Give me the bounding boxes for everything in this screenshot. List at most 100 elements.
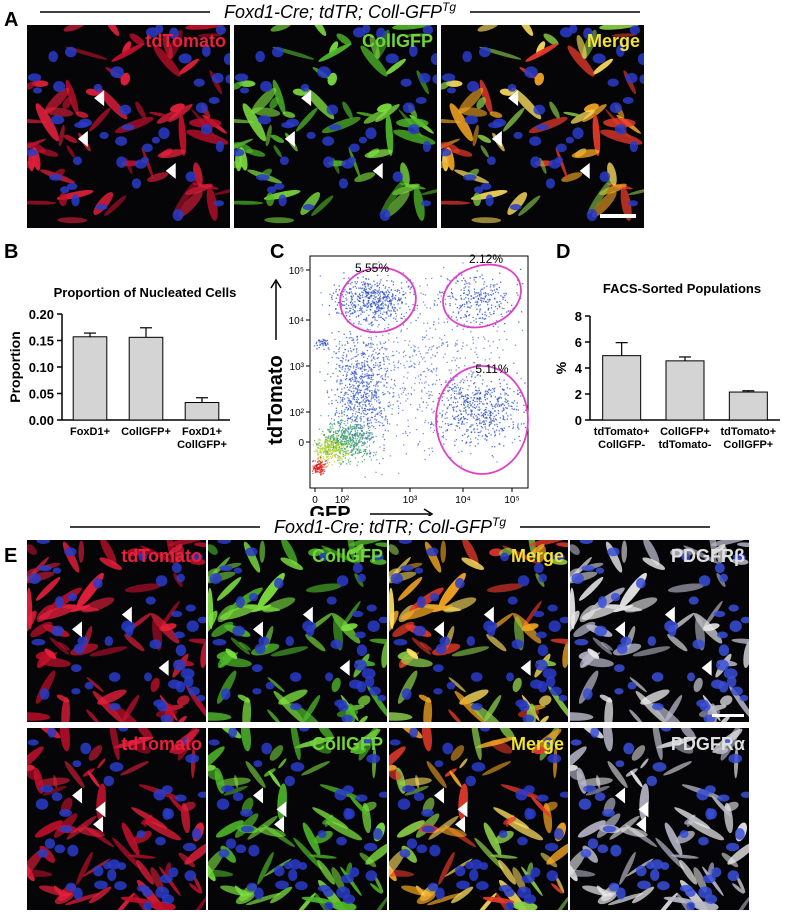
event [346, 374, 348, 377]
event [374, 314, 376, 316]
event [407, 419, 409, 421]
signal [282, 111, 296, 118]
event [368, 438, 370, 440]
event [333, 446, 335, 448]
gate [442, 263, 522, 329]
event [331, 356, 333, 359]
x-tick-line: CollGFP+ [723, 439, 773, 451]
signal [375, 542, 387, 548]
event [470, 298, 472, 300]
nucleus [279, 156, 289, 165]
event [356, 415, 359, 417]
event [322, 447, 324, 449]
event [374, 391, 376, 393]
nucleus [509, 204, 522, 211]
signal [305, 634, 326, 652]
event [468, 282, 470, 284]
nucleus [578, 798, 592, 810]
event [383, 424, 385, 426]
event [361, 410, 364, 412]
nucleus [719, 573, 728, 583]
arrowhead [455, 816, 466, 833]
event [397, 303, 399, 305]
event [370, 459, 373, 461]
nucleus [377, 694, 387, 702]
event [334, 442, 337, 445]
signal [573, 621, 596, 638]
event [350, 400, 352, 402]
event [415, 377, 417, 379]
event [463, 364, 466, 367]
event [520, 423, 523, 425]
event [517, 393, 519, 395]
event [372, 409, 374, 411]
event [367, 434, 369, 436]
event [354, 452, 357, 454]
event [355, 364, 357, 366]
signal [145, 820, 182, 841]
event [313, 345, 316, 347]
event [397, 412, 400, 414]
event [470, 370, 472, 372]
nucleus [40, 785, 54, 793]
event [460, 418, 462, 420]
event [346, 415, 348, 417]
event [481, 383, 484, 385]
event [350, 333, 352, 335]
signal [178, 191, 203, 218]
event [345, 453, 347, 456]
event [428, 395, 430, 397]
event [478, 389, 480, 392]
signal [582, 657, 614, 668]
event [359, 306, 362, 308]
signal [317, 859, 335, 885]
arrowhead [165, 162, 176, 179]
event [383, 385, 385, 388]
event [472, 372, 474, 374]
event [357, 435, 360, 437]
event [372, 374, 375, 376]
event [484, 295, 487, 297]
signal [280, 557, 304, 570]
event [354, 304, 356, 307]
event [325, 340, 327, 342]
event [336, 437, 338, 440]
signal [185, 25, 229, 30]
event [352, 339, 354, 341]
event [354, 307, 356, 309]
signal [61, 697, 71, 722]
event [475, 392, 477, 394]
event [393, 297, 395, 299]
event [471, 376, 473, 378]
event [368, 336, 370, 339]
event [340, 303, 343, 306]
signal [570, 746, 587, 774]
event [470, 424, 472, 426]
event [373, 440, 375, 443]
nucleus [714, 562, 725, 574]
event [348, 277, 350, 279]
event [378, 373, 380, 375]
event [360, 323, 362, 326]
event [349, 291, 351, 294]
event [339, 364, 341, 367]
event [409, 366, 411, 368]
event [441, 413, 444, 416]
event [333, 449, 336, 451]
event [346, 386, 349, 388]
event [340, 457, 342, 459]
signal [193, 875, 203, 894]
event [379, 343, 382, 345]
event [453, 392, 456, 395]
nucleus [547, 604, 558, 612]
bar [728, 391, 768, 421]
nucleus [363, 737, 372, 745]
nucleus [54, 596, 64, 609]
signal [667, 583, 705, 593]
event [332, 442, 334, 444]
event [369, 439, 371, 441]
event [337, 449, 339, 451]
signal [512, 867, 526, 893]
event [374, 348, 376, 351]
event [342, 426, 344, 429]
